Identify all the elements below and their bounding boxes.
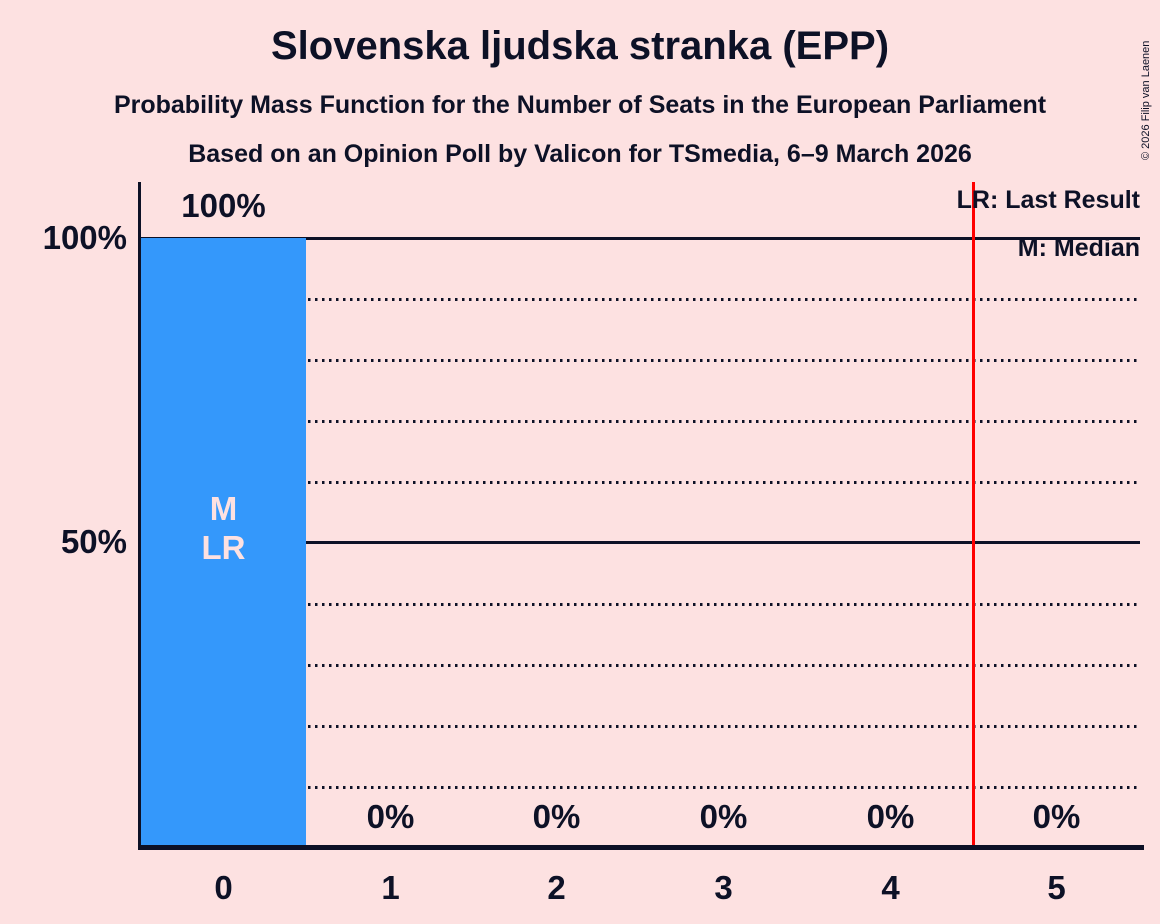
x-tick-label-0: 0 xyxy=(214,869,233,906)
bar0-median-lastresult-annotation: M LR xyxy=(140,489,307,567)
gridline-40pct xyxy=(140,603,1140,606)
last-result-marker: LR xyxy=(201,529,246,566)
x-tick-label-3: 3 xyxy=(714,869,733,906)
bar-value-label-0: 100% xyxy=(181,187,266,224)
legend-median: M: Median xyxy=(1017,234,1140,262)
bar-value-label-4: 0% xyxy=(866,798,915,835)
bar-value-label-1: 0% xyxy=(366,798,415,835)
gridline-100pct xyxy=(140,237,1140,240)
bar-value-label-3: 0% xyxy=(699,798,748,835)
gridline-20pct xyxy=(140,725,1140,728)
gridline-10pct xyxy=(140,786,1140,789)
x-axis-line xyxy=(138,845,1144,850)
plot-area xyxy=(140,237,1140,845)
copyright-notice: © 2026 Filip van Laenen xyxy=(1140,40,1152,160)
x-tick-label-5: 5 xyxy=(1047,869,1066,906)
y-axis-label-100: 100% xyxy=(42,219,127,256)
gridline-30pct xyxy=(140,664,1140,667)
x-tick-label-1: 1 xyxy=(381,869,400,906)
x-tick-label-4: 4 xyxy=(881,869,900,906)
gridline-70pct xyxy=(140,420,1140,423)
bar-value-label-5: 0% xyxy=(1032,798,1081,835)
x-tick-label-2: 2 xyxy=(547,869,566,906)
majority-red-line xyxy=(972,182,975,845)
chart-subtitle: Probability Mass Function for the Number… xyxy=(113,91,1047,119)
gridline-90pct xyxy=(140,298,1140,301)
median-marker: M xyxy=(209,490,238,527)
chart-poll-source: Based on an Opinion Poll by Valicon for … xyxy=(188,140,972,168)
bar-value-label-2: 0% xyxy=(532,798,581,835)
bars-layer xyxy=(140,238,1140,845)
gridline-60pct xyxy=(140,481,1140,484)
gridline-50pct xyxy=(140,541,1140,544)
legend-last-result: LR: Last Result xyxy=(956,186,1140,214)
gridline-80pct xyxy=(140,359,1140,362)
page-title: Slovenska ljudska stranka (EPP) xyxy=(270,24,890,68)
y-axis-label-50: 50% xyxy=(60,523,127,560)
bar-seats-0 xyxy=(141,238,306,845)
y-axis-line xyxy=(138,182,141,847)
